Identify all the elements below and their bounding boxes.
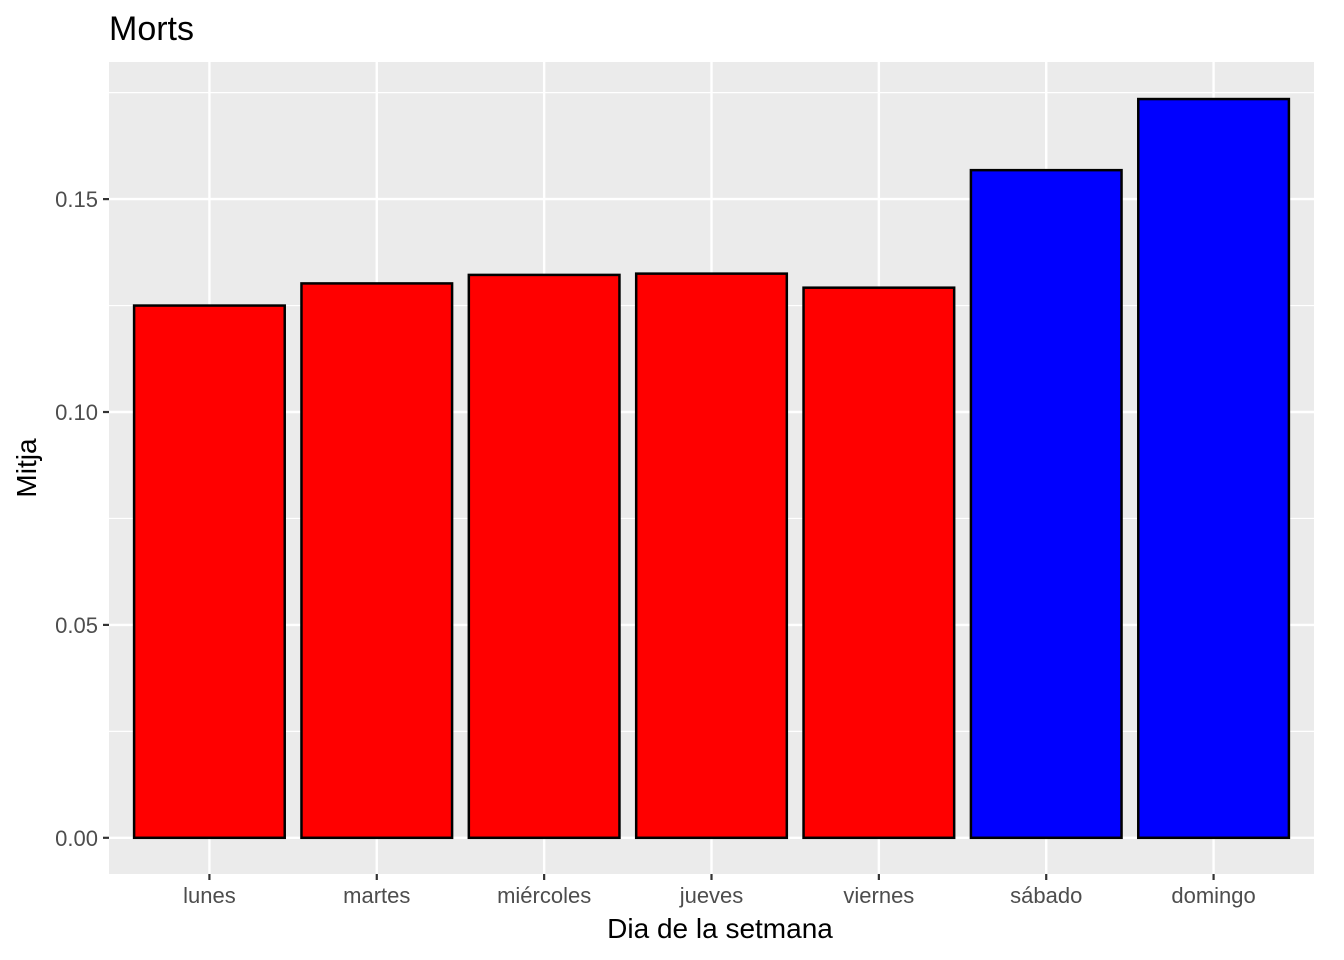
bar-sábado [969, 168, 1123, 840]
x-tick-label: jueves [679, 883, 744, 908]
bar-jueves [634, 272, 789, 840]
x-tick-label: miércoles [497, 883, 591, 908]
bar-domingo [1137, 97, 1291, 840]
y-axis: 0.00 0.05 0.10 0.15 [55, 187, 109, 851]
x-axis: lunes martes miércoles jueves viernes sábado d… [183, 874, 1256, 908]
y-axis-title: Mitja [11, 438, 42, 498]
x-tick-label: domingo [1171, 883, 1255, 908]
y-tick-label: 0.15 [55, 187, 98, 212]
y-tick-label: 0.05 [55, 613, 98, 638]
x-tick-label: viernes [843, 883, 914, 908]
x-axis-title: Dia de la setmana [607, 913, 833, 944]
chart-title: Morts [109, 10, 194, 48]
bar-viernes [802, 286, 956, 840]
bar-martes [300, 282, 454, 840]
y-tick-label: 0.10 [55, 400, 98, 425]
bar-lunes [132, 304, 286, 840]
x-tick-label: sábado [1010, 883, 1082, 908]
x-tick-label: lunes [183, 883, 236, 908]
bars [132, 97, 1291, 840]
bar-miércoles [467, 273, 621, 840]
x-tick-label: martes [343, 883, 410, 908]
y-tick-label: 0.00 [55, 826, 98, 851]
